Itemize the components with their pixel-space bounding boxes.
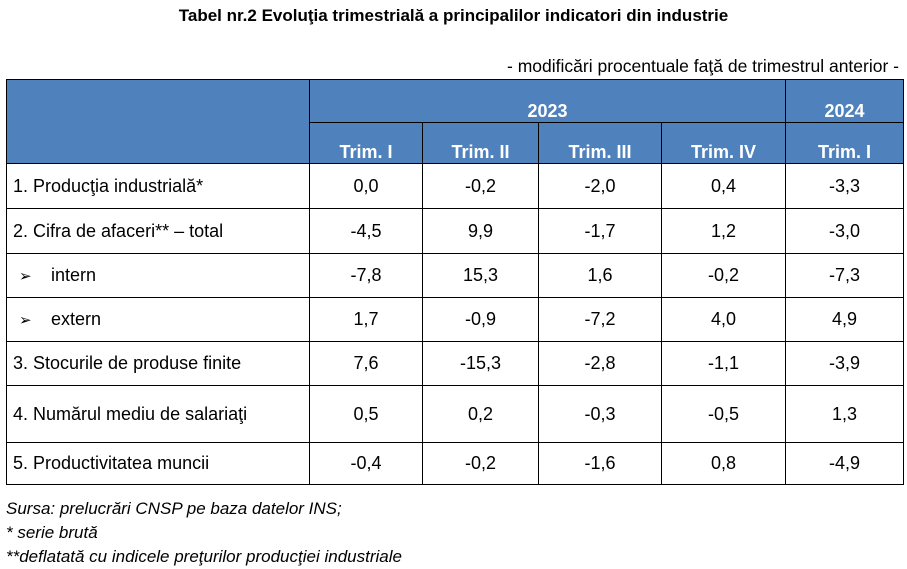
row-label-sub: ➢ extern — [6, 297, 310, 342]
cell-value: -4,5 — [309, 208, 423, 254]
cell-value: 15,3 — [422, 253, 539, 298]
table-title: Tabel nr.2 Evoluţia trimestrială a princ… — [178, 6, 729, 25]
footnote-raw-series: * serie brută — [6, 523, 98, 542]
cell-value: -7,3 — [785, 253, 904, 298]
cell-value: -3,3 — [785, 163, 904, 209]
cell-value: -15,3 — [422, 341, 539, 386]
table-row: 5. Productivitatea muncii -0,4 -0,2 -1,6… — [6, 442, 904, 485]
header-corner — [6, 79, 310, 164]
cell-value: -0,4 — [309, 442, 423, 485]
cell-value: -2,0 — [538, 163, 662, 209]
table-row: 3. Stocurile de produse finite 7,6 -15,3… — [6, 341, 904, 386]
table-row: 4. Numărul mediu de salariaţi 0,5 0,2 -0… — [6, 385, 904, 443]
cell-value: -1,6 — [538, 442, 662, 485]
cell-value: 1,7 — [309, 297, 423, 342]
header-year-2024: 2024 — [785, 79, 904, 123]
cell-value: 0,0 — [309, 163, 423, 209]
cell-value: 1,3 — [785, 385, 904, 443]
table-row: ➢ extern 1,7 -0,9 -7,2 4,0 4,9 — [6, 297, 904, 342]
cell-value: -0,9 — [422, 297, 539, 342]
cell-value: -0,3 — [538, 385, 662, 443]
row-label: 3. Stocurile de produse finite — [6, 341, 310, 386]
cell-value: 0,5 — [309, 385, 423, 443]
cell-value: -0,2 — [661, 253, 786, 298]
table-subtitle: - modificări procentuale faţă de trimest… — [507, 56, 899, 76]
cell-value: -0,5 — [661, 385, 786, 443]
footnotes: Sursa: prelucrări CNSP pe baza datelor I… — [6, 497, 402, 569]
cell-value: -0,2 — [422, 163, 539, 209]
row-label: 4. Numărul mediu de salariaţi — [6, 385, 310, 443]
table-row: 1. Producţia industrială* 0,0 -0,2 -2,0 … — [6, 163, 904, 209]
cell-value: -1,7 — [538, 208, 662, 254]
cell-value: -0,2 — [422, 442, 539, 485]
header-quarter: Trim. I — [309, 122, 423, 164]
footnote-deflated: **deflatată cu indicele preţurilor produ… — [6, 547, 402, 566]
cell-value: -7,2 — [538, 297, 662, 342]
cell-value: 0,4 — [661, 163, 786, 209]
table-row: ➢ intern -7,8 15,3 1,6 -0,2 -7,3 — [6, 253, 904, 298]
cell-value: 9,9 — [422, 208, 539, 254]
header-quarter: Trim. III — [538, 122, 662, 164]
row-label: 2. Cifra de afaceri** – total — [6, 208, 310, 254]
row-label-sub: ➢ intern — [6, 253, 310, 298]
cell-value: 4,9 — [785, 297, 904, 342]
indicators-table: 2023 2024 Trim. I Trim. II Trim. III Tri… — [6, 79, 904, 485]
arrow-bullet-icon: ➢ — [19, 312, 32, 329]
cell-value: -3,9 — [785, 341, 904, 386]
cell-value: -2,8 — [538, 341, 662, 386]
arrow-bullet-icon: ➢ — [19, 268, 32, 285]
header-quarter: Trim. I — [785, 122, 904, 164]
header-quarter: Trim. II — [422, 122, 539, 164]
row-label-text: intern — [51, 265, 97, 285]
table-row: 2. Cifra de afaceri** – total -4,5 9,9 -… — [6, 208, 904, 254]
row-label: 1. Producţia industrială* — [6, 163, 310, 209]
cell-value: 4,0 — [661, 297, 786, 342]
row-label: 5. Productivitatea muncii — [6, 442, 310, 485]
cell-value: -7,8 — [309, 253, 423, 298]
cell-value: -4,9 — [785, 442, 904, 485]
header-year-2023: 2023 — [309, 79, 786, 123]
header-quarter: Trim. IV — [661, 122, 786, 164]
cell-value: 0,8 — [661, 442, 786, 485]
row-label-text: extern — [51, 309, 102, 329]
cell-value: 7,6 — [309, 341, 423, 386]
cell-value: -1,1 — [661, 341, 786, 386]
cell-value: 0,2 — [422, 385, 539, 443]
cell-value: 1,6 — [538, 253, 662, 298]
cell-value: 1,2 — [661, 208, 786, 254]
cell-value: -3,0 — [785, 208, 904, 254]
source-note: Sursa: prelucrări CNSP pe baza datelor I… — [6, 499, 342, 518]
